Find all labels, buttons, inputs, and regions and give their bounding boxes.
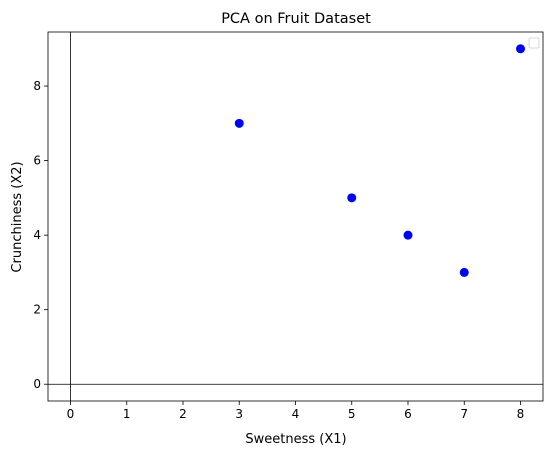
x-tick-label: 8 [517, 407, 525, 421]
chart-title: PCA on Fruit Dataset [221, 11, 371, 27]
x-tick-label: 1 [123, 407, 131, 421]
x-tick-label: 7 [460, 407, 468, 421]
y-axis-label: Crunchiness (X2) [10, 161, 25, 272]
plot-area: 0 1 2 3 4 5 6 7 8 0 2 4 6 8 [33, 31, 544, 421]
y-tick-label: 8 [33, 79, 41, 93]
x-tick-label: 0 [67, 407, 75, 421]
y-tick-label: 2 [33, 303, 41, 317]
x-tick-label: 2 [179, 407, 187, 421]
data-point [403, 230, 413, 240]
y-tick-label: 0 [33, 377, 41, 391]
x-tick-label: 3 [235, 407, 243, 421]
data-point [347, 193, 357, 203]
x-axis-label: Sweetness (X1) [245, 432, 346, 447]
x-tick-label: 6 [404, 407, 412, 421]
x-tick-label: 4 [292, 407, 300, 421]
y-tick-label: 4 [33, 228, 41, 242]
legend-box [528, 37, 540, 49]
y-tick-label: 6 [33, 154, 41, 168]
data-point [234, 118, 244, 128]
data-point [459, 267, 469, 277]
axes-frame [47, 31, 544, 402]
x-tick-label: 5 [348, 407, 356, 421]
data-point [516, 44, 525, 54]
